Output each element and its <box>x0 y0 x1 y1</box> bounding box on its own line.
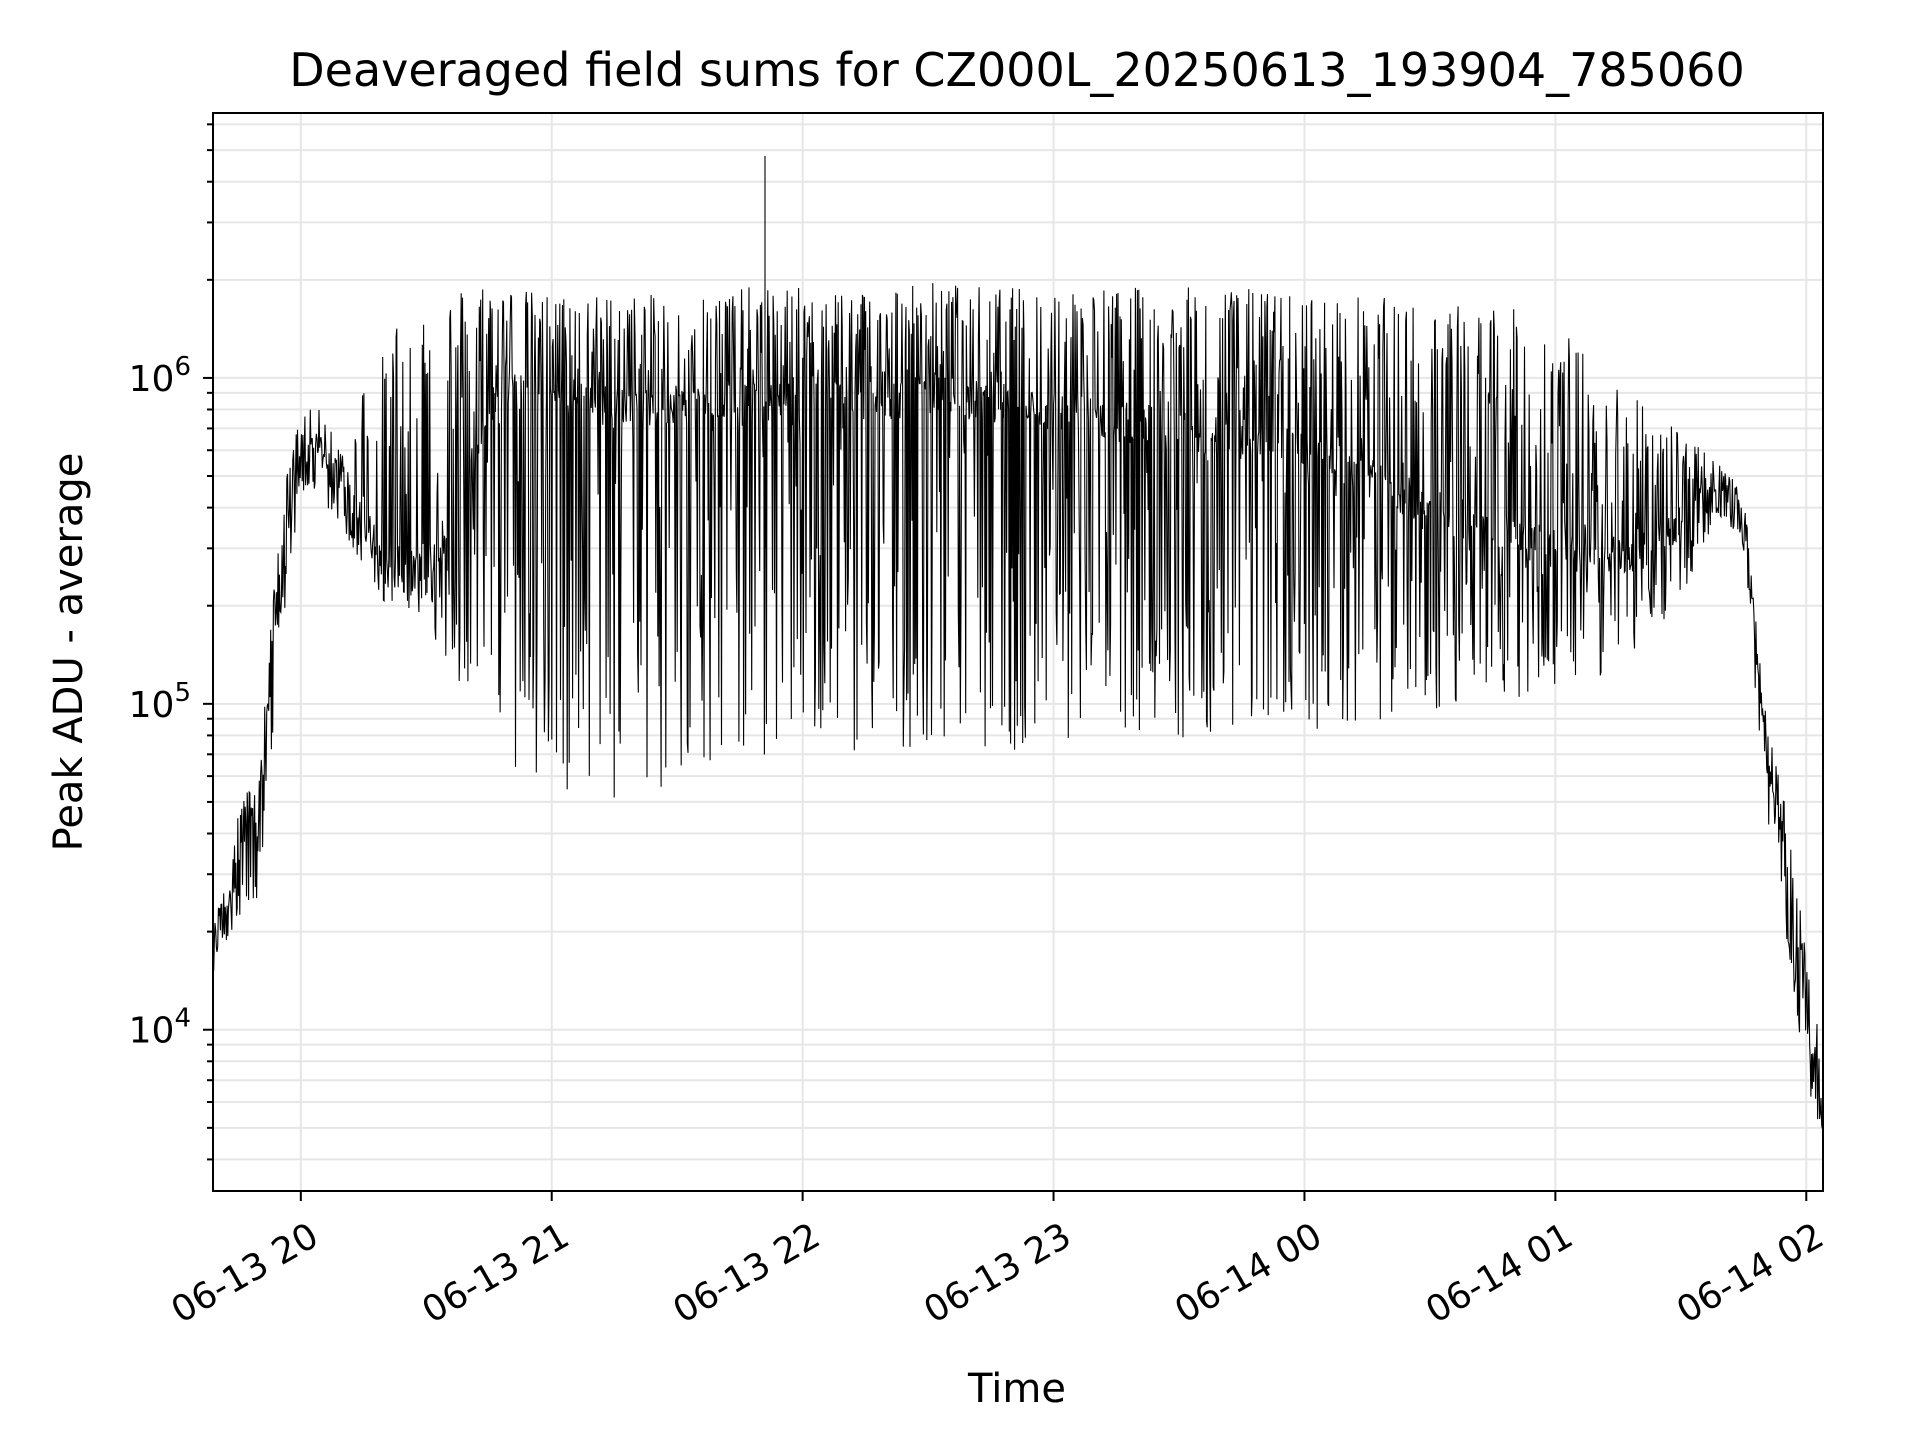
series-line <box>212 155 1824 1129</box>
chart-title: Deaveraged field sums for CZ000L_2025061… <box>289 43 1745 97</box>
y-axis-label: Peak ADU - average <box>46 453 92 852</box>
y-tick-label: 104 <box>129 1004 191 1052</box>
plot-frame <box>212 112 1824 1192</box>
y-tick-label: 106 <box>129 352 191 400</box>
y-tick-label: 105 <box>129 678 191 726</box>
x-axis-label: Time <box>967 1366 1066 1412</box>
